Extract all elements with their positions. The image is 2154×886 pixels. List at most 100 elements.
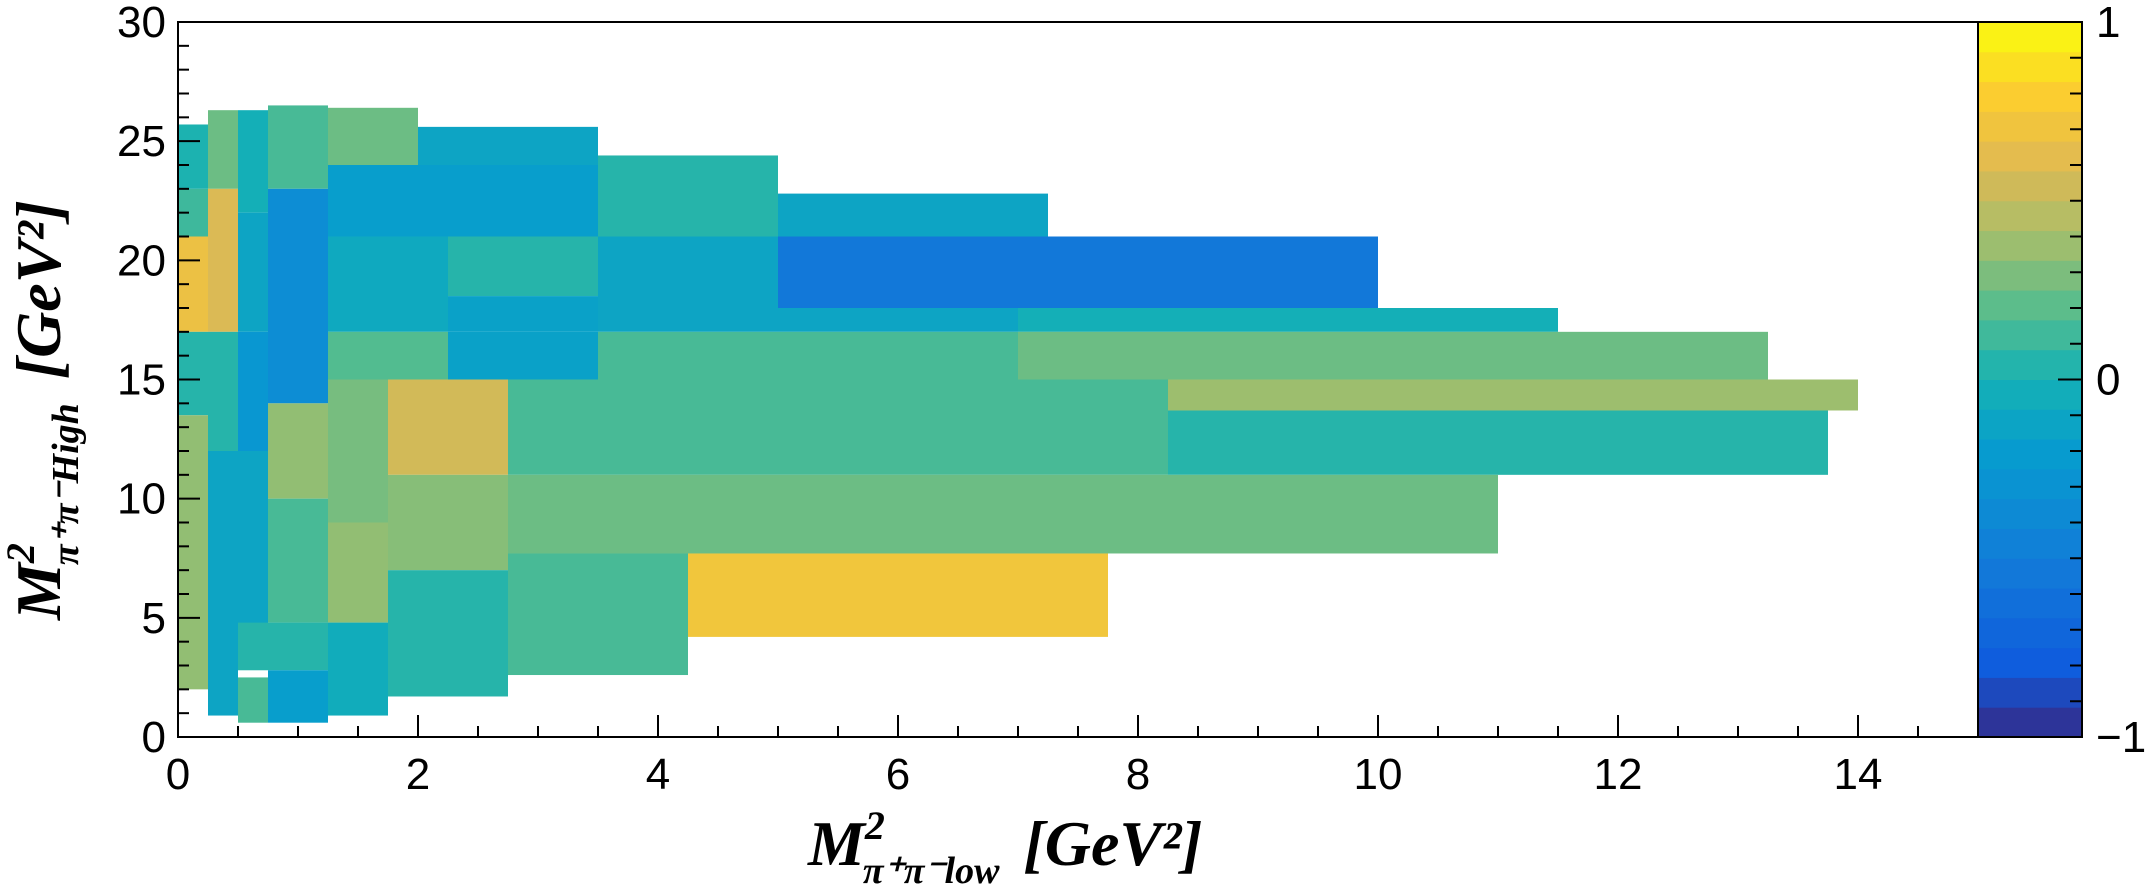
x-axis-title-unit: [GeV²] [1023,808,1202,879]
x-tick-label: 2 [406,750,430,799]
heatmap-cell [328,622,388,716]
heatmap-cell [598,155,778,237]
heatmap-cell [508,379,1168,475]
heatmap-cell [448,296,598,332]
y-axis-title-unit: [GeV²] [3,200,74,379]
heatmap-cell [448,331,598,380]
y-tick-label: 10 [117,475,166,524]
colorbar-segment [1978,22,2082,53]
colorbar-segment [1978,260,2082,291]
colorbar-segment [1978,290,2082,321]
heatmap-cell [178,331,208,416]
heatmap-cell [238,331,268,451]
heatmap-cell [328,379,388,523]
colorbar-segment [1978,319,2082,351]
colorbar-segment [1978,51,2082,83]
heatmap-cell [598,236,778,332]
colorbar-segment [1978,81,2082,112]
colorbar: −1 0 1 [1977,0,2146,762]
colorbar-segment [1978,349,2082,380]
heatmap-cell [238,677,268,723]
heatmap-cell [688,553,1108,637]
heatmap-cell [418,126,598,165]
colorbar-segment [1978,558,2082,589]
y-tick-label: 5 [142,594,166,643]
x-tick-label: 4 [646,750,670,799]
heatmap-cell [508,553,688,676]
heatmap-cell [388,474,508,571]
colorbar-segment [1978,588,2082,619]
colorbar-segment [1978,379,2082,410]
colorbar-tick-label: 1 [2096,0,2120,47]
heatmap-cell [778,308,1018,332]
heatmap-cell [388,379,508,475]
x-tick-label: 8 [1126,750,1150,799]
x-tick-label: 0 [166,750,190,799]
heatmap-cell [598,331,1018,380]
colorbar-segment [1978,677,2082,708]
colorbar-segment [1978,111,2082,142]
colorbar-segment [1978,528,2082,559]
heatmap-cell [1018,308,1558,332]
heatmap-cell [778,236,1378,308]
heatmap-cell [1168,410,1828,475]
colorbar-segment [1978,200,2082,232]
colorbar-tick-label: 0 [2096,356,2120,405]
heatmap-cell [328,522,388,623]
colorbar-segment [1978,230,2082,261]
x-axis-title-symbol: M [807,808,867,879]
y-axis-title-symbol: M [3,561,74,621]
y-tick-label: 20 [117,236,166,285]
colorbar-segment [1978,409,2082,440]
heatmap-cell [448,236,598,297]
heatmap-cell [1168,379,1858,411]
heatmap-cell [328,107,418,165]
colorbar-segment [1978,468,2082,500]
heatmap-cell [328,236,448,332]
heatmap-cell [328,165,598,237]
colorbar-segment [1978,647,2082,678]
heatmap-cell [178,415,208,690]
y-axis-title-sup: 2 [0,543,43,564]
colorbar-segment [1978,170,2082,202]
axes: 0 2 4 6 8 10 12 14 0 5 10 15 20 25 30 [117,0,1979,799]
x-tick-label: 14 [1834,750,1883,799]
x-tick-label: 10 [1354,750,1403,799]
heatmap-cell [238,622,328,671]
x-axis-title-sub: π⁺π⁻low [863,850,1000,886]
heatmap-cell [238,212,268,332]
heatmap-cells [178,105,1858,723]
heatmap-cell [328,331,448,380]
heatmap-cell [208,188,238,332]
heatmap-cell [508,474,1498,554]
heatmap-cell [208,451,238,716]
heatmap-cell [1018,331,1768,380]
heatmap-cell [388,570,508,697]
colorbar-segment [1978,707,2082,738]
colorbar-segment [1978,617,2082,649]
x-axis-title: M2 π⁺π⁻low [GeV²] [807,803,1203,886]
x-tick-label: 6 [886,750,910,799]
x-axis-title-sup: 2 [864,803,885,848]
colorbar-segment [1978,141,2082,172]
y-axis-title-sub: π⁺π⁻High [45,403,87,565]
y-tick-label: 0 [142,713,166,762]
heatmap-cell [778,193,1048,237]
heatmap-cell [238,110,268,213]
heatmap-cell [268,498,328,623]
y-tick-label: 15 [117,356,166,405]
colorbar-segment [1978,439,2082,470]
colorbar-tick-label: −1 [2096,713,2146,762]
heatmap-cell [208,331,238,451]
heatmap-cell [268,105,328,189]
heatmap-cell [208,110,238,189]
heatmap-cell [268,670,328,723]
heatmap-cell [268,403,328,499]
y-tick-label: 30 [117,0,166,47]
x-tick-label: 12 [1594,750,1643,799]
y-axis-title: M2π⁺π⁻High [GeV²] [0,200,87,621]
heatmap-cell [178,124,208,189]
heatmap-cell [268,188,328,404]
colorbar-segment [1978,498,2082,529]
